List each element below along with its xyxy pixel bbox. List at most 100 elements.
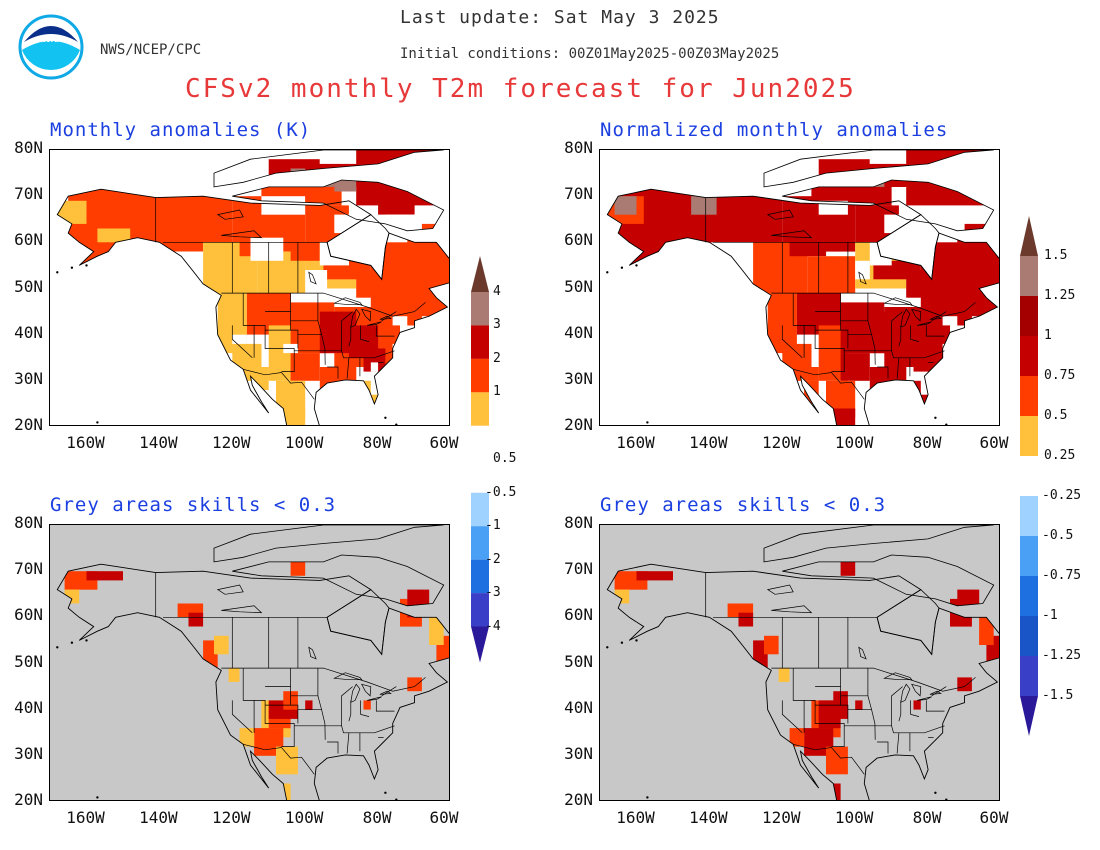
border-line (771, 292, 976, 317)
lon-tick-label: 80W (912, 433, 942, 452)
lon-tick-label: 160W (66, 433, 105, 452)
border-line (931, 311, 947, 322)
border-line (294, 350, 395, 359)
lat-tick-label: 20N (564, 790, 593, 809)
lon-tick-label: 160W (616, 433, 655, 452)
border-line (242, 293, 295, 372)
anomaly-cell (920, 394, 929, 404)
border-line (771, 667, 976, 692)
border-line (793, 743, 865, 775)
border-line (341, 311, 353, 351)
anomaly-cell (188, 612, 204, 627)
border-line (792, 293, 845, 372)
border-line (327, 366, 339, 379)
anomaly-cell (614, 196, 637, 215)
anomaly-cell (738, 612, 754, 627)
lat-tick-label: 70N (14, 184, 43, 204)
colorbar-tick-label: -0.75 (1042, 568, 1082, 583)
colorbar-tick-label: -0.25 (1042, 488, 1082, 503)
lat-tick-label: 30N (14, 368, 43, 388)
border-line (925, 325, 945, 337)
anomaly-cell (935, 325, 950, 344)
border-line (231, 700, 253, 734)
border-line (925, 700, 945, 712)
border-line (221, 292, 426, 317)
anomaly-cell (789, 728, 805, 747)
border-line (844, 350, 945, 359)
colorbar-tick-label: -1 (1042, 608, 1058, 623)
anomaly-cell (239, 728, 255, 747)
colorbar-scale (471, 256, 489, 663)
border-line (891, 311, 903, 351)
lon-tick-label: 60W (979, 433, 1009, 452)
panel-title-bottom-left: Grey areas skills < 0.3 (50, 494, 337, 516)
map-panel-skill-normalized (599, 524, 1000, 801)
anomaly-cell (86, 571, 123, 581)
lon-tick-label: 120W (762, 808, 801, 827)
lon-tick-label: 120W (212, 433, 251, 452)
anomaly-cell (826, 746, 848, 775)
border-line (910, 700, 920, 717)
anomaly-cell (385, 325, 400, 344)
lon-tick-label: 60W (979, 808, 1009, 827)
border-line (792, 668, 845, 747)
border-line (231, 325, 253, 359)
lon-tick-label: 80W (362, 433, 392, 452)
colorbar-tick-label: 0.5 (493, 451, 517, 467)
anomaly-cell (840, 353, 870, 381)
border-line (898, 700, 902, 722)
lat-tick-label: 30N (14, 743, 43, 763)
border-line (381, 686, 397, 697)
lat-tick-label: 40N (564, 322, 593, 342)
map-canvas (50, 525, 449, 800)
lon-tick-label: 160W (66, 808, 105, 827)
colorbar-tick-label: -3 (485, 585, 501, 601)
lon-tick-label: 100W (284, 808, 324, 827)
colorbar-tick-label: -1.5 (1042, 688, 1074, 703)
lat-tick-label: 70N (14, 559, 43, 579)
anomaly-cell (57, 200, 87, 224)
lon-tick-label: 100W (284, 433, 324, 452)
colorbar-normalized: 1.5 1.25 1 0.75 0.5 0.25 -0.25 -0.5 -0.75 -1 -1.25… (1020, 216, 1081, 736)
lon-tick-label: 140W (139, 433, 178, 452)
anomaly-cell (370, 394, 379, 404)
lat-tick-label: 40N (564, 697, 593, 717)
border-line (242, 668, 295, 747)
border-line (931, 686, 947, 697)
colorbar-tick-label: 0.25 (1044, 448, 1076, 463)
lat-tick-label: 20N (14, 415, 43, 434)
lat-tick-label: 30N (564, 743, 593, 763)
anomaly-cell (691, 196, 717, 215)
anomaly-cell (363, 700, 371, 710)
anomaly-cell (276, 746, 298, 775)
border-line (381, 311, 397, 322)
lon-tick-label: 60W (429, 433, 459, 452)
anomaly-cell (290, 353, 320, 381)
anomaly-cell (305, 700, 313, 710)
anomaly-cell (913, 348, 936, 372)
colorbar-tick-label: -4 (485, 618, 501, 634)
colorbar-tick-label: -1.25 (1042, 648, 1082, 663)
anomaly-cell (159, 237, 204, 252)
lat-tick-label: 50N (564, 276, 593, 296)
lat-tick-label: 60N (564, 605, 593, 625)
logo-text: NOAA (40, 35, 62, 45)
lat-tick-label: 80N (14, 513, 43, 532)
colorbar-tick-label: 1.5 (1044, 248, 1068, 263)
panel-title-bottom-right: Grey areas skills < 0.3 (600, 494, 887, 516)
colorbar-tick-label: 3 (493, 317, 501, 333)
lat-tick-label: 70N (564, 184, 593, 204)
panel-title-top-left: Monthly anomalies (K) (50, 119, 312, 141)
anomaly-cell (767, 293, 797, 354)
colorbar-tick-label: -0.5 (1042, 528, 1074, 543)
colorbar-tick-label: 1 (1044, 328, 1052, 343)
agency-label: NWS/NCEP/CPC (100, 42, 202, 58)
lon-tick-label: 140W (689, 808, 728, 827)
border-line (375, 325, 395, 337)
anomaly-cell (356, 270, 379, 298)
border-line (243, 368, 315, 400)
border-line (891, 686, 903, 726)
lon-tick-label: 140W (139, 808, 178, 827)
border-line (898, 325, 902, 347)
lat-tick-label: 30N (564, 368, 593, 388)
